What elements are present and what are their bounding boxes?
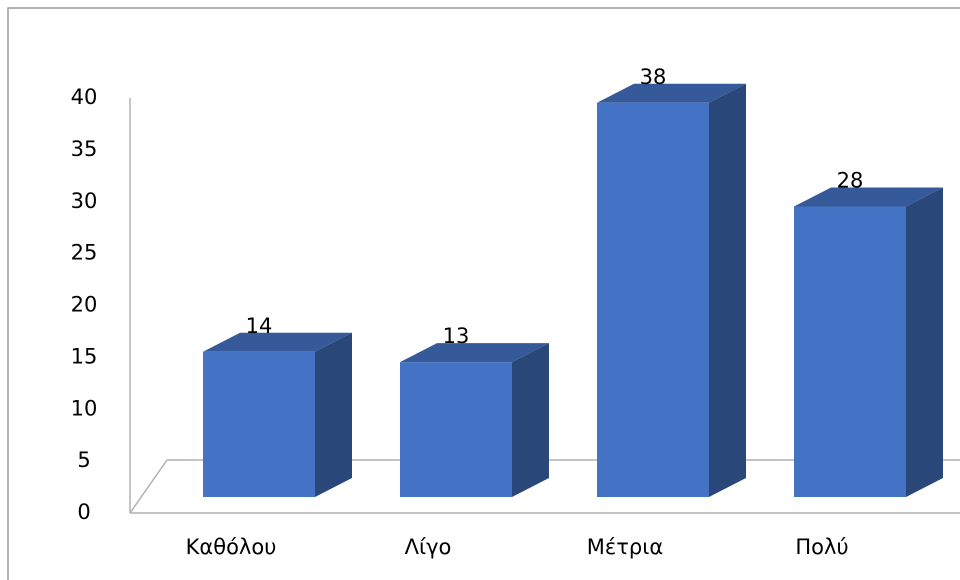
y-tick-label: 5 [77, 448, 90, 472]
y-tick-label: 0 [77, 500, 90, 524]
value-label: 13 [443, 324, 470, 348]
y-tick-label: 20 [71, 293, 98, 317]
bar-top [597, 83, 746, 103]
y-tick-label: 10 [71, 396, 98, 420]
bar [794, 206, 906, 497]
bar [400, 362, 512, 497]
x-tick-label: Λίγο [405, 535, 452, 559]
bar-side [512, 343, 549, 497]
y-tick-label: 30 [71, 189, 98, 213]
bar [203, 351, 315, 497]
value-label: 38 [640, 65, 667, 89]
x-tick-label: Καθόλου [186, 535, 277, 559]
chart-border [7, 7, 960, 580]
bar [597, 102, 709, 497]
x-tick-label: Μέτρια [587, 535, 663, 559]
y-tick-label: 15 [71, 344, 98, 368]
x-tick-label: Πολύ [795, 535, 848, 559]
bar-side [709, 83, 746, 497]
value-label: 28 [837, 169, 864, 193]
y-tick-label: 25 [71, 241, 98, 265]
bar-side [906, 187, 943, 497]
value-label: 14 [246, 314, 273, 338]
y-tick-label: 40 [71, 85, 98, 109]
y-tick-label: 35 [71, 137, 98, 161]
bar-top [794, 187, 943, 207]
bar-side [315, 332, 352, 497]
bar-top [203, 332, 352, 352]
floor-side-edge [129, 459, 168, 514]
bar-top [400, 343, 549, 363]
